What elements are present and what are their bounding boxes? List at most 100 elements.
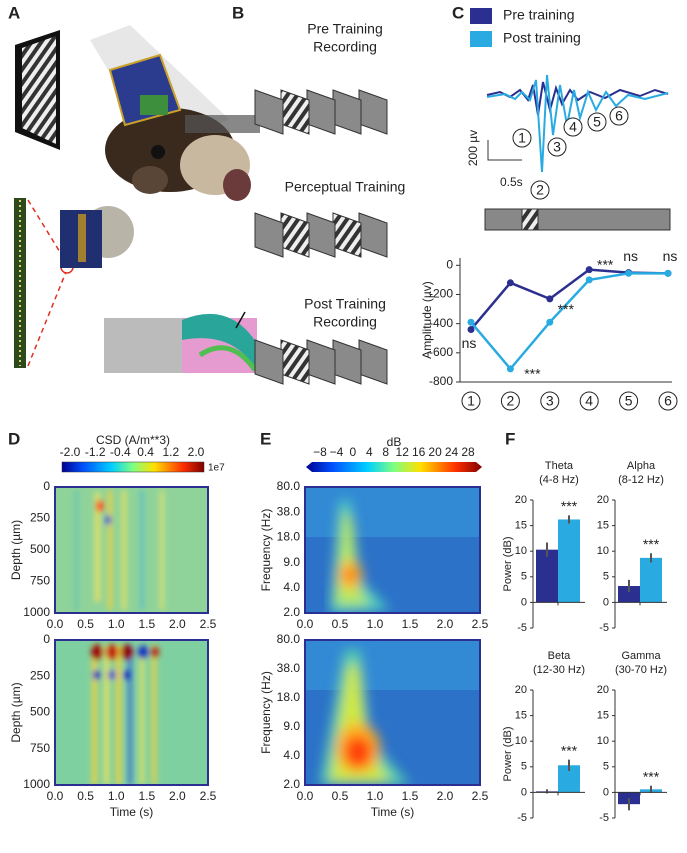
panel-c-waveform: [484, 74, 671, 231]
stimulus-frame: [358, 339, 388, 385]
y-tick-label: 18.0: [277, 690, 301, 704]
x-axis-label: Time (s): [371, 805, 415, 819]
colorbar-tick: −4: [330, 445, 344, 459]
chart-title: Beta: [548, 650, 572, 662]
panel-label: B: [232, 3, 244, 22]
y-tick-label: -5: [517, 812, 527, 824]
step-label: Pre Training: [307, 21, 382, 37]
series-point: [546, 295, 554, 303]
y-tick-label: 0: [43, 632, 50, 646]
colorbar-tick: -1.2: [85, 445, 106, 459]
peak-number: 2: [507, 393, 515, 409]
y-tick-label: -600: [429, 345, 453, 359]
peak-number: 6: [615, 108, 623, 124]
significance: ***: [561, 498, 578, 514]
axis-line: [459, 258, 672, 383]
colorbar-tick: 1.2: [162, 445, 179, 459]
y-tick-label: 4.0: [283, 748, 300, 762]
significance: ***: [597, 257, 614, 273]
stimulus-frame: [254, 212, 284, 258]
y-tick-label: 20: [515, 684, 527, 696]
panel-e-heatmap-bottom: [305, 640, 480, 785]
peak-number: 3: [553, 139, 561, 155]
y-tick-label: 38.0: [277, 504, 301, 518]
y-tick-label: 5: [603, 761, 609, 773]
panel-e-heatmap-top: [305, 487, 480, 613]
x-tick-label: 2.5: [200, 789, 217, 803]
y-axis-label: Depth (µm): [9, 682, 23, 742]
y-tick-label: 1000: [23, 777, 50, 791]
colorbar-tick: 4: [366, 445, 373, 459]
peak-number: 6: [664, 393, 672, 409]
y-tick-label: 9.0: [283, 555, 300, 569]
peak-number: 5: [625, 393, 633, 409]
colorbar-tick: -2.0: [60, 445, 81, 459]
x-tick-label: 0.0: [47, 617, 64, 631]
step-label: Post Training: [304, 296, 386, 312]
x-tick-label: 0.0: [297, 617, 314, 631]
step-label: Recording: [313, 39, 377, 55]
y-axis-label: Depth (µm): [9, 520, 23, 580]
legend-swatch: [470, 31, 492, 47]
y-tick-label: 10: [515, 735, 527, 747]
peak-number: 4: [569, 119, 577, 135]
colorbar-tick: 12: [396, 445, 410, 459]
peak-marker: [579, 391, 599, 411]
stimulus-frame: [280, 212, 310, 258]
series-point: [467, 318, 475, 326]
y-tick-label: 0: [521, 596, 527, 608]
y-tick-label: 20: [515, 494, 527, 506]
peak-marker: [540, 391, 560, 411]
series-point: [506, 279, 514, 287]
panel-d-heatmap-top: [55, 487, 208, 613]
series-point: [467, 325, 475, 333]
peak-marker: [500, 391, 520, 411]
colorbar-tick: 2.0: [188, 445, 205, 459]
stimulus-frame: [254, 89, 284, 135]
plot-frame: [304, 639, 481, 786]
significance: ns: [462, 335, 477, 351]
legend-label: Post training: [503, 30, 581, 46]
peak-number: 4: [585, 393, 593, 409]
x-tick-label: 1.0: [108, 789, 125, 803]
panel-label: F: [505, 429, 515, 448]
y-tick-label: 0: [603, 596, 609, 608]
plot-frame: [304, 486, 481, 614]
panel-label: C: [452, 3, 464, 22]
panel-d-heatmap-bottom: [55, 640, 208, 785]
y-axis-label: Frequency (Hz): [259, 671, 273, 754]
y-tick-label: 18.0: [277, 530, 301, 544]
x-tick-label: 1.0: [367, 789, 384, 803]
y-tick-label: 20: [597, 494, 609, 506]
legend-swatch: [470, 8, 492, 24]
y-axis-label: Power (dB): [502, 726, 514, 781]
stimulus-frame: [280, 339, 310, 385]
y-tick-label: -400: [429, 316, 453, 330]
y-tick-label: 750: [30, 741, 50, 755]
stimulus-frame: [332, 212, 362, 258]
peak-marker: [563, 117, 583, 137]
series-point: [625, 269, 633, 277]
y-tick-label: 500: [30, 705, 50, 719]
y-tick-label: 0: [446, 257, 453, 271]
chart-title: Gamma: [621, 650, 661, 662]
bar: [640, 557, 662, 603]
peak-number: 5: [593, 114, 601, 130]
colorbar-tick: 0.4: [137, 445, 154, 459]
x-tick-label: 1.5: [402, 617, 419, 631]
y-tick-label: 15: [515, 710, 527, 722]
significance: ***: [558, 301, 575, 317]
chart-title: Theta: [545, 460, 574, 472]
y-axis-label: Amplitude (µv): [420, 281, 434, 359]
colorbar-tick: 24: [445, 445, 459, 459]
significance: ns: [623, 248, 638, 264]
series-point: [664, 269, 672, 277]
y-axis-label: Frequency (Hz): [259, 509, 273, 592]
y-tick-label: 5: [603, 571, 609, 583]
peak-marker: [530, 180, 550, 200]
stimulus-frame: [306, 212, 336, 258]
x-tick-label: 0.5: [332, 617, 349, 631]
y-tick-label: 10: [597, 545, 609, 557]
chart-title: Alpha: [627, 460, 656, 472]
